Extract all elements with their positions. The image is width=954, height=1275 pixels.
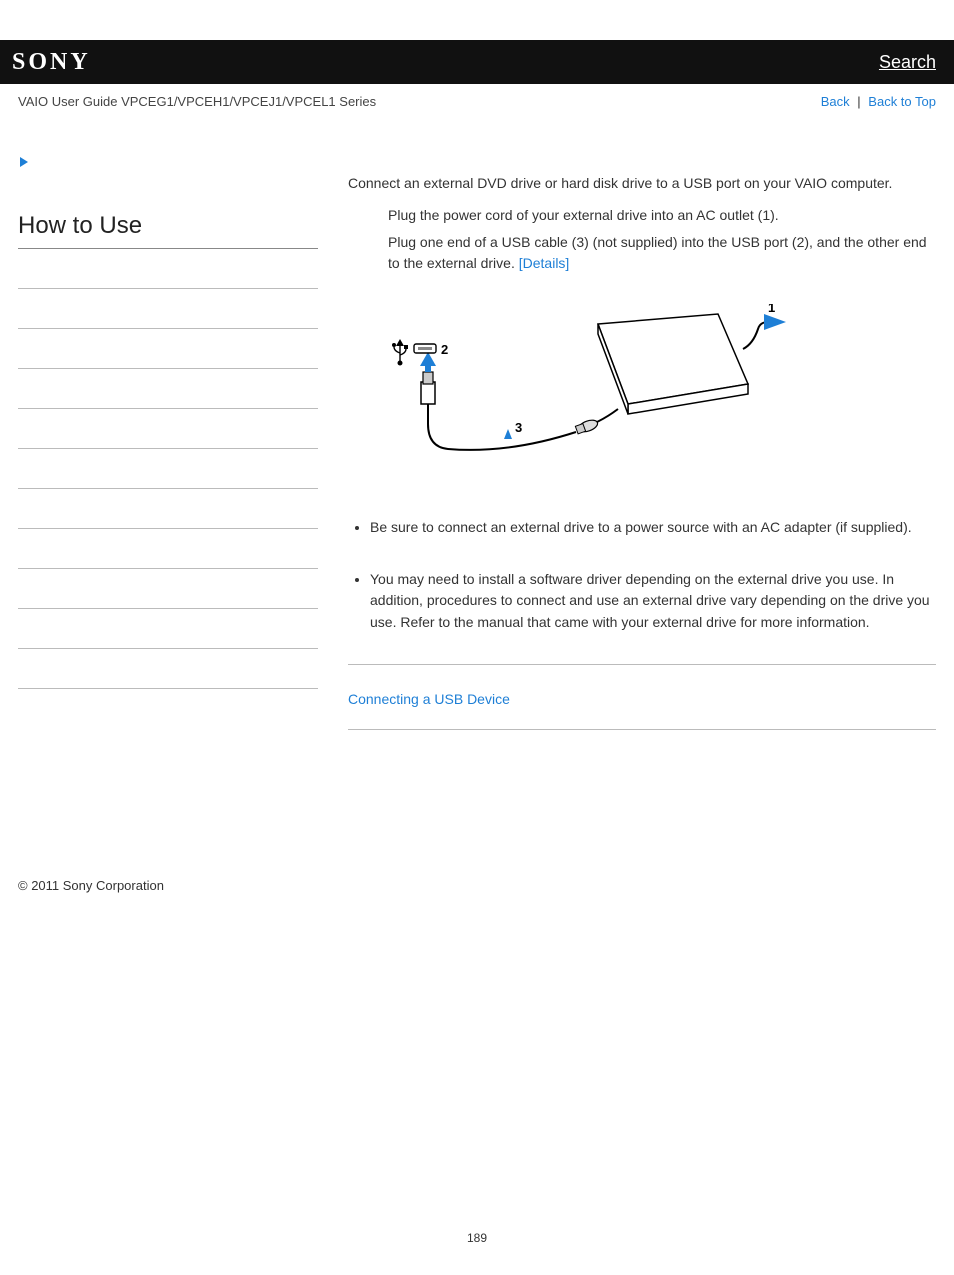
step-list: Plug the power cord of your external dri… bbox=[348, 205, 936, 274]
sidebar-item[interactable] bbox=[18, 409, 318, 449]
connection-diagram: 1 3 bbox=[388, 294, 936, 487]
copyright-text: © 2011 Sony Corporation bbox=[18, 878, 164, 893]
sidebar-item[interactable] bbox=[18, 529, 318, 569]
nav-links: Back | Back to Top bbox=[821, 94, 936, 109]
step-text-inner: Plug one end of a USB cable (3) (not sup… bbox=[388, 234, 927, 271]
page-number: 189 bbox=[0, 1231, 954, 1245]
back-to-top-link[interactable]: Back to Top bbox=[868, 94, 936, 109]
diagram-label-3: 3 bbox=[515, 420, 522, 435]
details-link[interactable]: [Details] bbox=[519, 255, 570, 271]
related-topic-link[interactable]: Connecting a USB Device bbox=[348, 691, 936, 707]
sidebar-item[interactable] bbox=[18, 609, 318, 649]
nav-separator: | bbox=[857, 94, 860, 109]
sidebar-item[interactable] bbox=[18, 249, 318, 289]
notes-list: Be sure to connect an external drive to … bbox=[348, 517, 936, 634]
section-divider bbox=[348, 664, 936, 665]
content-wrapper: How to Use Connect an external DVD drive… bbox=[0, 115, 954, 756]
sony-logo: SONY bbox=[12, 49, 91, 76]
diagram-label-1: 1 bbox=[768, 304, 775, 315]
note-item: You may need to install a software drive… bbox=[370, 569, 936, 634]
search-link[interactable]: Search bbox=[879, 52, 936, 73]
main-content: Connect an external DVD drive or hard di… bbox=[348, 155, 936, 756]
section-divider bbox=[348, 729, 936, 730]
back-link[interactable]: Back bbox=[821, 94, 850, 109]
step-text: Plug one end of a USB cable (3) (not sup… bbox=[388, 232, 936, 274]
intro-text: Connect an external DVD drive or hard di… bbox=[348, 175, 936, 191]
note-item: Be sure to connect an external drive to … bbox=[370, 517, 936, 539]
diagram-label-2: 2 bbox=[441, 342, 448, 357]
chevron-icon bbox=[18, 155, 318, 172]
top-header: SONY Search bbox=[0, 40, 954, 84]
sidebar-item[interactable] bbox=[18, 329, 318, 369]
breadcrumb-row: VAIO User Guide VPCEG1/VPCEH1/VPCEJ1/VPC… bbox=[0, 84, 954, 115]
guide-title: VAIO User Guide VPCEG1/VPCEH1/VPCEJ1/VPC… bbox=[18, 94, 376, 109]
sidebar-item[interactable] bbox=[18, 449, 318, 489]
sidebar-heading: How to Use bbox=[18, 212, 318, 249]
sidebar-item[interactable] bbox=[18, 569, 318, 609]
step-text: Plug the power cord of your external dri… bbox=[388, 205, 936, 226]
sidebar: How to Use bbox=[18, 155, 318, 756]
sidebar-item[interactable] bbox=[18, 489, 318, 529]
sidebar-item[interactable] bbox=[18, 369, 318, 409]
sidebar-item[interactable] bbox=[18, 289, 318, 329]
sidebar-item[interactable] bbox=[18, 649, 318, 689]
